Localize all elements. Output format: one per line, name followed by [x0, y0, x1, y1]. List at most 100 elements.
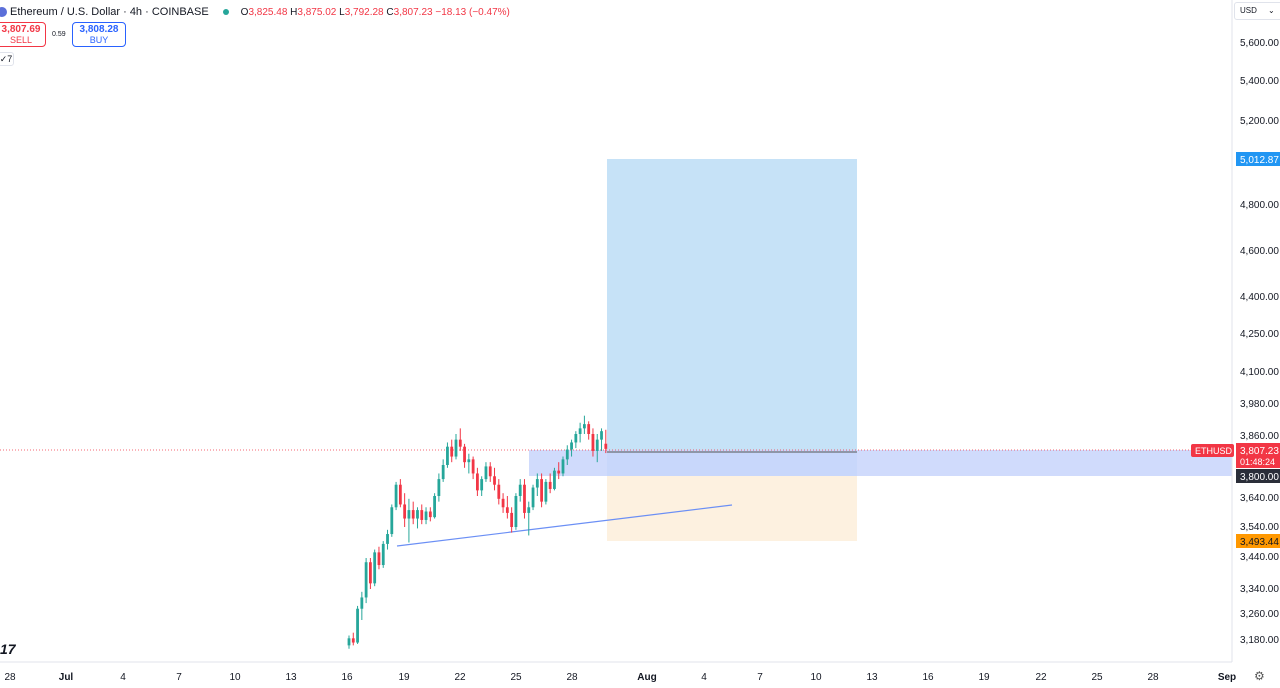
time-tick-label: 4: [120, 672, 126, 683]
time-axis[interactable]: 28 Jul 4 7 10 13 16 19 22 25 28 Aug 4 7 10 13 16 19 22 25 28…: [0, 661, 1236, 683]
candle-body: [369, 562, 372, 584]
entry-price-tag: 3,800.00: [1236, 469, 1280, 483]
time-tick-label: 25: [510, 672, 522, 683]
price-tick-label: 5,200.00: [1240, 116, 1279, 127]
chevron-icon: ✓: [0, 54, 8, 64]
candlestick-series[interactable]: [347, 415, 608, 649]
ohlc-values: O3,825.48 H3,875.02 L3,792.28 C3,807.23 …: [240, 6, 510, 18]
candle: [591, 428, 595, 457]
candle-body: [553, 470, 556, 489]
price-tick-label: 5,400.00: [1240, 76, 1279, 87]
candle-body: [480, 479, 484, 491]
candle: [377, 546, 381, 570]
candle: [565, 445, 569, 465]
candle-body: [497, 484, 501, 499]
candle: [390, 504, 394, 537]
candle: [467, 453, 471, 474]
candle: [351, 632, 355, 646]
candle-body: [535, 479, 539, 488]
candle-body: [471, 459, 475, 474]
time-tick-label: Sep: [1218, 672, 1236, 683]
candle-body: [360, 597, 364, 609]
time-tick-label: 13: [285, 672, 297, 683]
buy-button[interactable]: 3,808.28 BUY: [72, 22, 126, 47]
candle-body: [398, 484, 402, 505]
candle-body: [454, 439, 458, 457]
long-position-tool[interactable]: [529, 159, 1232, 541]
candle: [527, 501, 531, 536]
candle-body: [587, 424, 591, 434]
price-tick-label: 3,340.00: [1240, 584, 1279, 595]
candle-body: [604, 443, 608, 449]
candle-body: [403, 504, 407, 519]
candle: [433, 493, 436, 519]
candle-body: [544, 481, 548, 502]
candle-body: [433, 496, 436, 518]
candle-body: [488, 466, 492, 477]
candle: [356, 605, 359, 644]
time-tick-label: 28: [566, 672, 578, 683]
candle: [424, 507, 428, 525]
candle: [583, 415, 586, 434]
time-tick-label: 10: [810, 672, 822, 683]
candle-body: [437, 479, 441, 496]
time-tick-label: 16: [922, 672, 934, 683]
price-tick-label: 3,860.00: [1240, 431, 1279, 442]
symbol-tag: ETHUSD: [1191, 444, 1234, 457]
candle-body: [381, 543, 385, 566]
price-tick-label: 5,600.00: [1240, 38, 1279, 49]
candle-body: [441, 465, 445, 480]
sell-button[interactable]: 3,807.69 SELL: [0, 22, 46, 47]
price-tick-label: 3,980.00: [1240, 399, 1279, 410]
candle: [578, 422, 582, 443]
candle-body: [540, 479, 543, 502]
candle-body: [484, 466, 488, 480]
candle: [484, 462, 488, 482]
candle: [347, 635, 351, 649]
candle-body: [420, 510, 424, 520]
price-axis[interactable]: 5,600.00 5,400.00 5,200.00 4,800.00 4,600.00…: [1191, 0, 1280, 662]
price-tick-label: 4,800.00: [1240, 200, 1279, 211]
legend-header: Ethereum / U.S. Dollar · 4h · COINBASE O…: [0, 4, 510, 20]
symbol-title[interactable]: Ethereum / U.S. Dollar · 4h · COINBASE: [10, 6, 209, 18]
candle-body: [364, 562, 368, 598]
candle: [493, 467, 496, 491]
tradingview-logo[interactable]: 17: [0, 641, 16, 657]
candle: [514, 493, 518, 530]
candle-body: [411, 510, 415, 519]
time-tick-label: 7: [757, 672, 763, 683]
candle: [446, 442, 449, 468]
time-tick-label: 7: [176, 672, 182, 683]
candle-body: [493, 476, 496, 485]
time-tick-label: 13: [866, 672, 878, 683]
candle: [369, 558, 372, 589]
candle-body: [377, 552, 381, 566]
candle-body: [428, 511, 432, 518]
candle-body: [578, 428, 582, 434]
candle-body: [600, 431, 603, 440]
candle: [523, 479, 526, 519]
candle-body: [416, 510, 419, 519]
currency-selector[interactable]: USD ⌄: [1234, 2, 1280, 20]
candle: [548, 473, 552, 494]
candle: [488, 462, 492, 482]
ascending-trendline: [396, 504, 733, 547]
candle-body: [463, 446, 466, 463]
candle: [540, 473, 543, 508]
candle: [381, 541, 385, 568]
candle: [360, 591, 364, 620]
candle: [561, 456, 565, 477]
candle-body: [476, 473, 479, 491]
trendline[interactable]: [396, 504, 733, 547]
indicators-toggle[interactable]: ✓7: [0, 52, 14, 66]
target-price-tag: 5,012.87: [1236, 152, 1280, 166]
candle: [471, 456, 475, 480]
gear-icon[interactable]: ⚙: [1254, 669, 1265, 683]
candle-body: [450, 446, 454, 457]
candle: [587, 421, 591, 440]
price-tick-label: 4,100.00: [1240, 367, 1279, 378]
price-tick-label: 3,540.00: [1240, 522, 1279, 533]
candle-body: [523, 484, 526, 513]
candle-body: [565, 449, 569, 460]
